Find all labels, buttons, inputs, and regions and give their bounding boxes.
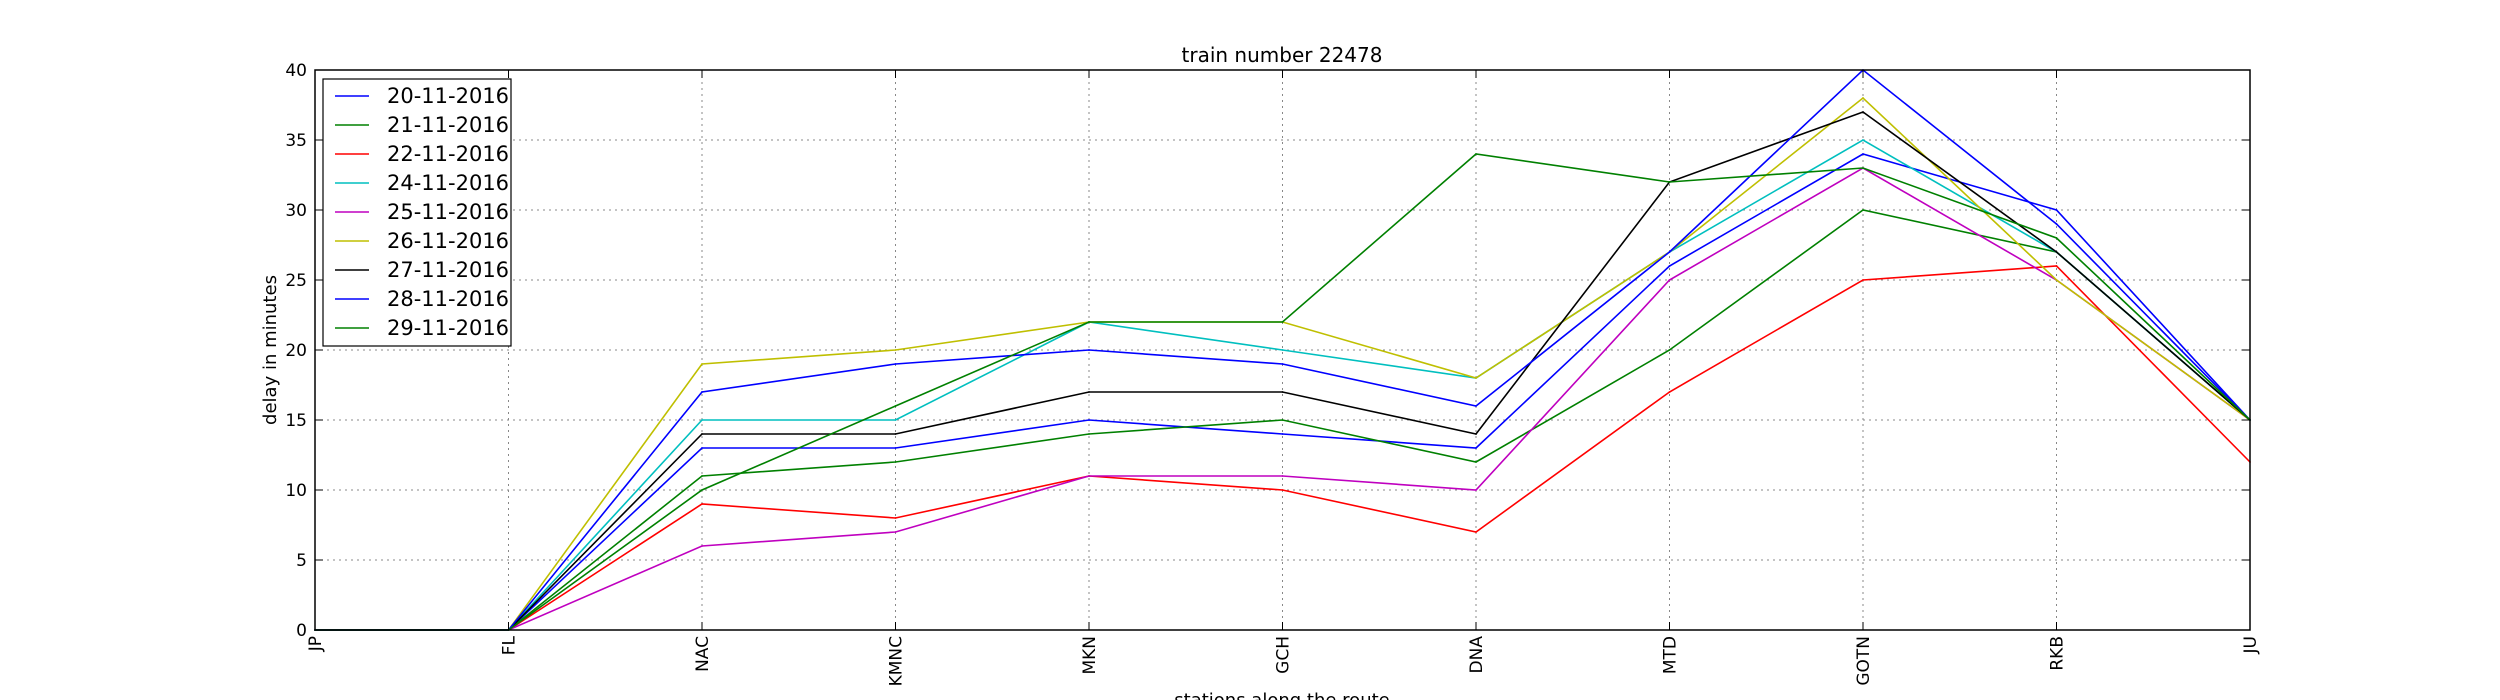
data-point bbox=[1862, 139, 1864, 141]
data-point bbox=[1668, 391, 1671, 393]
data-point bbox=[1862, 111, 1864, 113]
y-tick-label: 25 bbox=[285, 271, 307, 291]
data-point bbox=[1668, 349, 1671, 351]
legend-entry-label: 22-11-2016 bbox=[387, 142, 509, 166]
y-tick-label: 40 bbox=[285, 61, 307, 81]
data-point bbox=[1475, 531, 1477, 533]
legend-entry-label: 27-11-2016 bbox=[387, 258, 509, 282]
x-tick-label: GCH bbox=[1274, 636, 1294, 674]
data-point bbox=[1862, 167, 1864, 169]
series-lines bbox=[314, 68, 2251, 631]
data-point bbox=[894, 447, 897, 449]
data-point bbox=[1281, 475, 1284, 477]
x-tick-label: GOTN bbox=[1854, 636, 1874, 686]
data-point bbox=[1088, 475, 1090, 477]
data-point bbox=[1668, 251, 1671, 253]
data-point bbox=[894, 517, 897, 519]
data-point bbox=[1281, 349, 1284, 351]
data-point bbox=[1668, 265, 1671, 267]
data-point bbox=[1088, 321, 1090, 323]
x-tick-label: JU bbox=[2241, 636, 2261, 654]
x-axis-ticks: JP FL NAC KMNC MKN GCH DNA MTD GOTN RKB JU bbox=[306, 70, 2261, 686]
chart-title: train number 22478 bbox=[1182, 43, 1383, 67]
data-point bbox=[701, 447, 703, 449]
data-point bbox=[894, 349, 897, 351]
data-point bbox=[701, 545, 703, 547]
data-point bbox=[894, 405, 897, 407]
data-point bbox=[894, 363, 897, 365]
legend-entry-label: 26-11-2016 bbox=[387, 229, 509, 253]
legend: 20-11-2016 21-11-2016 22-11-2016 24-11-2016… bbox=[322, 78, 512, 347]
data-point bbox=[2055, 223, 2058, 225]
legend-entry-label: 20-11-2016 bbox=[387, 84, 509, 108]
data-point bbox=[701, 363, 703, 365]
data-point bbox=[1668, 279, 1671, 281]
y-tick-label: 5 bbox=[296, 551, 307, 571]
data-point bbox=[1475, 447, 1477, 449]
data-point bbox=[1088, 349, 1090, 351]
data-point bbox=[701, 503, 703, 505]
data-point bbox=[1475, 433, 1477, 435]
legend-entry-label: 28-11-2016 bbox=[387, 287, 509, 311]
x-tick-label: NAC bbox=[693, 636, 713, 672]
x-axis-label: stations along the route bbox=[1174, 690, 1389, 700]
y-tick-label: 10 bbox=[285, 481, 307, 501]
data-point bbox=[894, 419, 897, 421]
x-tick-label: RKB bbox=[2048, 636, 2068, 671]
data-point bbox=[1088, 419, 1090, 421]
x-tick-label: FL bbox=[500, 635, 520, 655]
data-point bbox=[1862, 97, 1864, 99]
data-point bbox=[894, 433, 897, 435]
data-point bbox=[1088, 391, 1090, 393]
legend-entry-label: 25-11-2016 bbox=[387, 200, 509, 224]
data-point bbox=[2055, 251, 2058, 253]
data-point bbox=[2055, 237, 2058, 239]
x-tick-label: JP bbox=[306, 636, 326, 652]
data-point bbox=[1281, 363, 1284, 365]
legend-entry-label: 29-11-2016 bbox=[387, 316, 509, 340]
data-point bbox=[1281, 489, 1284, 491]
data-point bbox=[894, 461, 897, 463]
data-point bbox=[701, 391, 703, 393]
data-point bbox=[1862, 209, 1864, 211]
x-tick-label: DNA bbox=[1467, 636, 1487, 674]
legend-entry-label: 24-11-2016 bbox=[387, 171, 509, 195]
data-point bbox=[1088, 433, 1090, 435]
data-point bbox=[1281, 391, 1284, 393]
data-point bbox=[701, 475, 703, 477]
data-point bbox=[1281, 419, 1284, 421]
data-point bbox=[1862, 279, 1864, 281]
data-point bbox=[701, 433, 703, 435]
data-point bbox=[894, 531, 897, 533]
x-tick-label: MKN bbox=[1080, 636, 1100, 675]
data-point bbox=[1475, 153, 1477, 155]
y-tick-label: 20 bbox=[285, 341, 307, 361]
data-point bbox=[1281, 321, 1284, 323]
data-point bbox=[701, 419, 703, 421]
y-axis-ticks: 0 5 10 15 20 25 30 35 40 bbox=[285, 61, 2250, 641]
data-point bbox=[701, 489, 703, 491]
data-point bbox=[1281, 433, 1284, 435]
data-point bbox=[2055, 279, 2058, 281]
x-tick-label: MTD bbox=[1661, 636, 1681, 674]
legend-entry-label: 21-11-2016 bbox=[387, 113, 509, 137]
data-point bbox=[1475, 461, 1477, 463]
data-point bbox=[1475, 405, 1477, 407]
legend-box bbox=[322, 78, 512, 347]
y-tick-label: 35 bbox=[285, 131, 307, 151]
y-tick-label: 0 bbox=[296, 621, 307, 641]
data-point bbox=[1475, 489, 1477, 491]
y-tick-label: 15 bbox=[285, 411, 307, 431]
data-point bbox=[2055, 265, 2058, 267]
data-point bbox=[1475, 377, 1477, 379]
data-point bbox=[1668, 181, 1671, 183]
y-axis-label: delay in minutes bbox=[260, 275, 281, 425]
data-point bbox=[1862, 153, 1864, 155]
y-tick-label: 30 bbox=[285, 201, 307, 221]
x-tick-label: KMNC bbox=[887, 636, 907, 686]
data-point bbox=[2055, 209, 2058, 211]
